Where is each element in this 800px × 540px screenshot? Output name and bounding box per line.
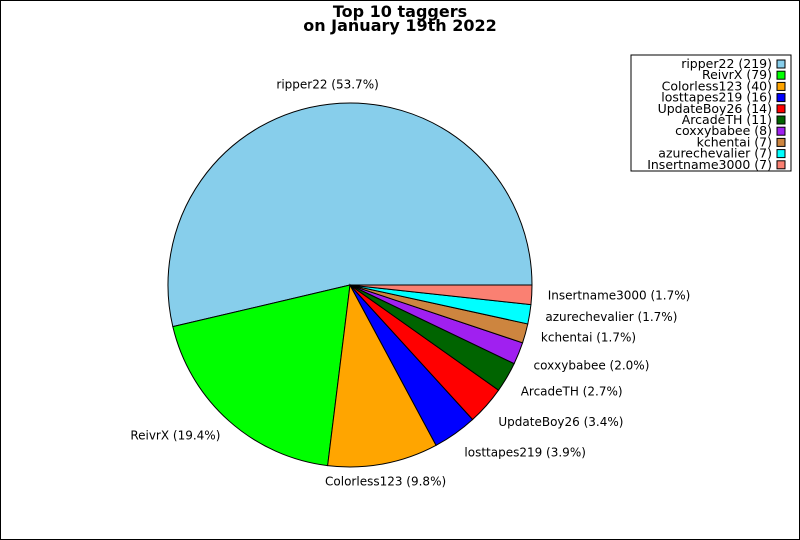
legend-swatch-updateboy26 xyxy=(776,104,786,114)
slice-label-kchentai: kchentai (1.7%) xyxy=(541,331,636,345)
pie-labels: ripper22 (53.7%) ReivrX (19.4%) Colorless1… xyxy=(130,77,690,488)
legend-label-reivrx: ReivrX (79) xyxy=(702,67,772,82)
legend-swatch-coxxybabee xyxy=(776,126,786,136)
slice-label-insertname3000: Insertname3000 (1.7%) xyxy=(548,289,691,303)
legend-label-arcadeth: ArcadeTH (11) xyxy=(682,112,772,127)
legend-swatch-colorless123 xyxy=(776,81,786,91)
pie-slice-reivrx xyxy=(172,284,351,467)
legend-label-losttapes219: losttapes219 (16) xyxy=(661,90,772,105)
slice-label-updateboy26: UpdateBoy26 (3.4%) xyxy=(498,415,623,429)
pie-slice-ripper22 xyxy=(167,102,533,328)
legend-swatch-ripper22 xyxy=(776,59,786,69)
legend-swatch-kchentai xyxy=(776,137,786,147)
legend-swatch-insertname3000 xyxy=(776,160,786,170)
legend-label-updateboy26: UpdateBoy26 (14) xyxy=(658,101,772,116)
legend-box xyxy=(630,54,792,172)
legend-label-kchentai: kchentai (7) xyxy=(697,134,772,149)
legend-swatch-reivrx xyxy=(776,70,786,80)
pie-slices xyxy=(167,102,533,468)
legend-label-colorless123: Colorless123 (40) xyxy=(662,78,772,93)
legend-label-ripper22: ripper22 (219) xyxy=(681,56,772,71)
slice-label-azurechevalier: azurechevalier (1.7%) xyxy=(545,310,677,324)
legend-swatch-losttapes219 xyxy=(776,93,786,103)
slice-label-coxxybabee: coxxybabee (2.0%) xyxy=(534,358,650,372)
legend-label-insertname3000: Insertname3000 (7) xyxy=(647,157,772,172)
pie-slice-colorless123 xyxy=(327,283,437,468)
slice-label-colorless123: Colorless123 (9.8%) xyxy=(325,475,446,489)
legend-swatch-arcadeth xyxy=(776,115,786,125)
chart-title-line1: Top 10 taggers xyxy=(333,2,467,21)
slice-label-reivrx: ReivrX (19.4%) xyxy=(130,428,220,442)
slice-label-arcadeth: ArcadeTH (2.7%) xyxy=(521,384,623,398)
legend-label-azurechevalier: azurechevalier (7) xyxy=(658,146,772,161)
slice-label-losttapes219: losttapes219 (3.9%) xyxy=(464,446,586,460)
legend-swatch-azurechevalier xyxy=(776,149,786,159)
legend-label-coxxybabee: coxxybabee (8) xyxy=(675,123,772,138)
pie-slice-insertname3000 xyxy=(349,284,533,306)
slice-label-ripper22: ripper22 (53.7%) xyxy=(276,77,378,91)
legend: ripper22 (219)ReivrX (79)Colorless123 (4… xyxy=(630,54,792,172)
chart-title-line2: on January 19th 2022 xyxy=(303,16,497,35)
